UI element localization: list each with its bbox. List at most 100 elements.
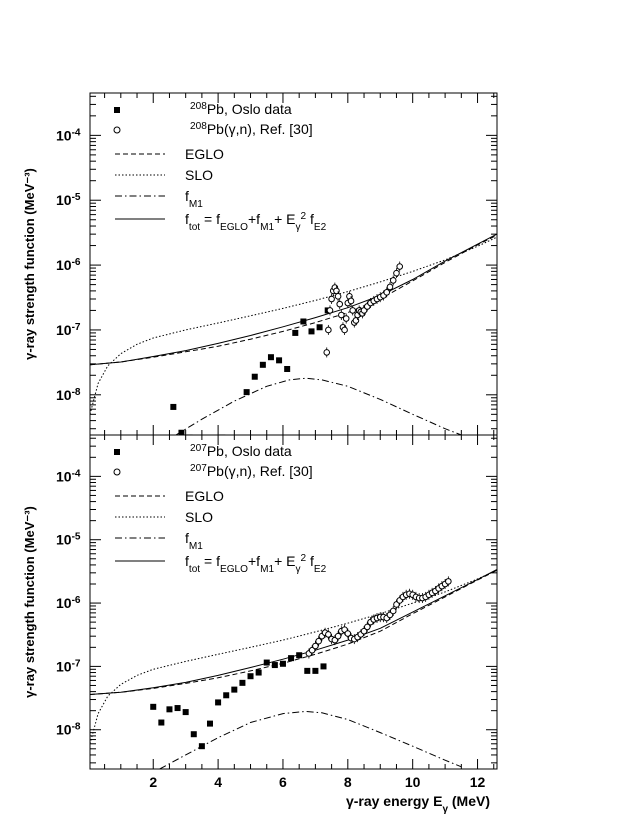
x-tick-label: 8 [344, 774, 352, 790]
x-tick-label: 10 [405, 774, 421, 790]
top-data-points [170, 261, 404, 435]
data-point-circle [347, 297, 355, 305]
legend-label-eglo: EGLO [185, 146, 224, 162]
data-point-circle [342, 315, 350, 322]
bottom-x-tick-labels: 2 4 6 8 10 12 [149, 774, 485, 790]
data-point-square [190, 731, 197, 738]
data-point-circle [334, 632, 342, 640]
legend-label-slo: SLO [185, 509, 213, 525]
data-point-square [251, 373, 258, 380]
legend-label-fm1: fM1 [185, 188, 203, 210]
data-point-square [276, 357, 283, 364]
data-point-square [308, 328, 315, 335]
legend-label-fm1: fM1 [185, 530, 203, 552]
legend-label-gn: 207Pb(γ,n), Ref. [30] [190, 463, 313, 480]
data-point-circle [336, 300, 344, 308]
legend-marker [114, 449, 120, 455]
data-point-square [288, 655, 295, 662]
top-panel: 10-810-710-610-510-4 208Pb, Oslo data208… [22, 92, 498, 436]
legend-marker [113, 126, 121, 134]
data-point-square [166, 706, 173, 713]
legend-marker [114, 107, 120, 113]
top-curves [90, 233, 497, 435]
x-tick-label: 2 [149, 774, 157, 790]
legend-label-oslo: 208Pb, Oslo data [190, 101, 292, 118]
data-point-square [174, 705, 181, 712]
y-tick-label: 10-4 [56, 127, 81, 144]
data-point-square [178, 429, 185, 435]
data-point-square [300, 318, 307, 325]
data-point-circle [363, 623, 371, 631]
data-point-circle [312, 642, 319, 650]
x-tick-label: 12 [470, 774, 486, 790]
data-point-circle [396, 263, 404, 270]
y-tick-label: 10-6 [56, 257, 81, 274]
bottom-curves [90, 568, 497, 769]
series-line-eglo [90, 569, 497, 695]
legend-label-ftot: ftot = fEGLO+fM1+ Eγ2 fE2 [185, 553, 327, 575]
data-point-square [223, 692, 230, 699]
y-tick-label: 10-8 [56, 386, 81, 403]
data-point-circle [349, 307, 356, 314]
data-point-square [304, 667, 311, 674]
data-point-square [320, 663, 327, 670]
data-point-square [158, 719, 165, 726]
data-point-circle [334, 293, 342, 300]
data-point-circle [389, 277, 397, 284]
x-axis-label: γ-ray energy Eγ (MeV) [346, 793, 490, 815]
bottom-data-points [150, 576, 452, 750]
data-point-square [231, 686, 238, 693]
data-point-square [243, 389, 250, 396]
legend-label-oslo: 207Pb, Oslo data [190, 443, 292, 460]
data-point-circle [325, 326, 332, 334]
data-point-circle [386, 283, 394, 291]
data-point-square [296, 652, 303, 659]
data-point-square [316, 324, 323, 331]
top-legend: 208Pb, Oslo data 208Pb(γ,n), Ref. [30] EGL… [113, 101, 327, 233]
data-point-square [239, 679, 246, 686]
data-point-circle [393, 269, 400, 277]
data-point-circle [389, 607, 397, 615]
data-point-square [267, 354, 274, 361]
data-point-square [255, 669, 262, 676]
bottom-y-tick-labels: 10-8 10-7 10-6 10-5 10-4 [56, 468, 81, 738]
data-point-circle [325, 631, 332, 638]
data-point-square [312, 667, 319, 674]
data-point-square [263, 659, 270, 666]
data-point-square [292, 329, 299, 336]
y-tick-label: 10-7 [56, 658, 81, 675]
data-point-circle [344, 630, 352, 637]
data-point-square [247, 673, 254, 680]
data-point-square [150, 703, 157, 710]
data-point-square [259, 361, 266, 368]
legend-label-gn: 208Pb(γ,n), Ref. [30] [190, 121, 313, 138]
y-tick-label: 10-8 [56, 721, 81, 738]
data-point-circle [308, 646, 316, 654]
bottom-legend: 207Pb, Oslo data 207Pb(γ,n), Ref. [30] EGL… [113, 443, 327, 575]
data-point-circle [323, 349, 331, 356]
series-line-eglo [90, 234, 497, 366]
data-point-circle [341, 326, 348, 334]
top-axis-ticks [90, 93, 497, 435]
bottom-panel: 10-8 10-7 10-6 10-5 10-4 2 4 6 8 10 12 207Pb, Osl… [22, 434, 498, 790]
x-tick-label: 6 [279, 774, 287, 790]
series-line-f-m1 [175, 377, 462, 435]
data-point-circle [326, 307, 334, 314]
y-tick-label: 10-6 [56, 595, 81, 612]
series-line-slo [90, 569, 497, 744]
legend-label-slo: SLO [185, 167, 213, 183]
data-point-square [271, 662, 278, 669]
top-y-axis-label: γ-ray strength function (MeV⁻³) [22, 168, 37, 360]
top-y-tick-labels: 10-8 10-7 10-6 10-5 10-4 [56, 127, 81, 403]
x-tick-label: 4 [214, 774, 222, 790]
data-point-square [284, 365, 291, 372]
legend-marker [113, 468, 121, 476]
legend-label-eglo: EGLO [185, 488, 224, 504]
top-plot-frame [89, 92, 498, 436]
data-point-circle [338, 311, 345, 319]
data-point-square [206, 720, 213, 727]
data-point-circle [360, 627, 368, 635]
y-tick-label: 10-4 [56, 468, 81, 485]
data-point-square [279, 660, 286, 667]
